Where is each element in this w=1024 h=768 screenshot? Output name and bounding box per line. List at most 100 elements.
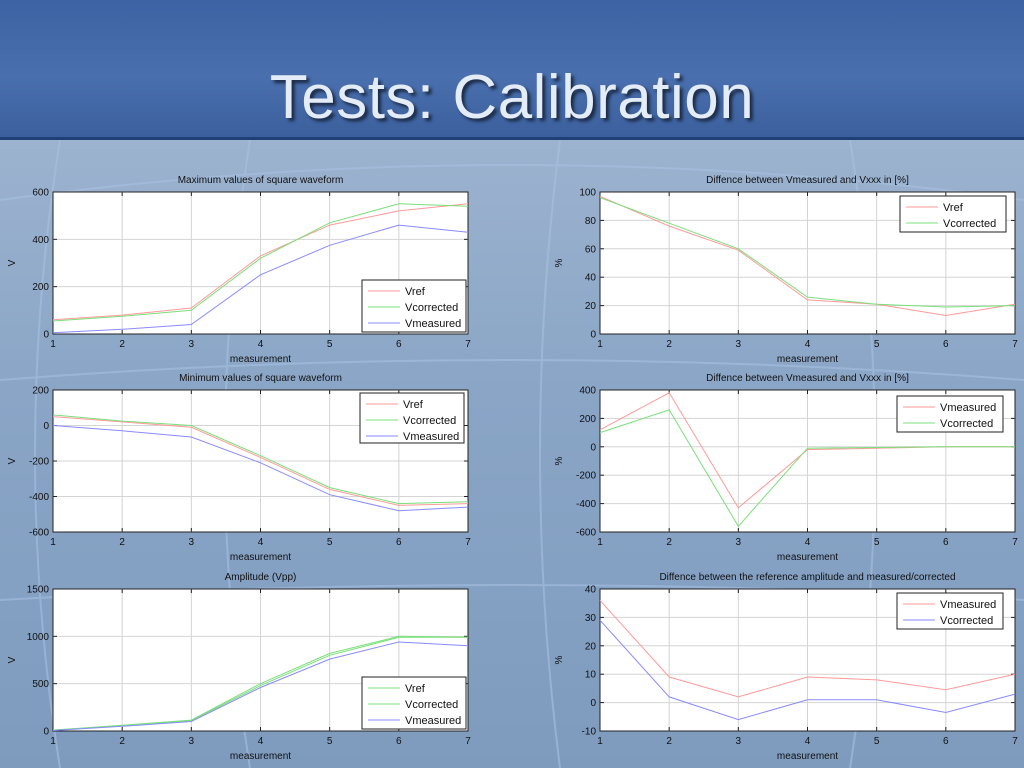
x-axis-label: measurement <box>230 751 291 762</box>
chart-3: 1 2 3 4 5 6 7 -600 -400 -200 0 200 Minimum values of… <box>7 373 471 563</box>
x-tick-label: 2 <box>119 736 125 747</box>
x-tick-label: 1 <box>597 736 603 747</box>
x-tick-label: 4 <box>258 537 264 548</box>
x-tick-label: 2 <box>666 339 672 350</box>
y-tick-label: 40 <box>585 585 597 596</box>
x-axis-label: measurement <box>777 552 838 563</box>
x-tick-label: 3 <box>189 339 195 350</box>
series-line-3 <box>52 224 469 334</box>
chart-1: 1 2 3 4 5 6 7 0 200 400 600 Maximum values of squar… <box>7 175 471 365</box>
x-tick-label: 5 <box>327 736 333 747</box>
legend-label: Vcorrected <box>405 699 458 711</box>
x-tick-label: 4 <box>805 736 811 747</box>
chart-2: 1 2 3 4 5 6 7 0 20 40 60 80 100 Diffence between Vmea… <box>554 175 1018 365</box>
legend-label: Vmeasured <box>940 402 996 414</box>
legend-label: Vmeasured <box>405 318 461 330</box>
x-tick-label: 1 <box>50 339 56 350</box>
y-axis-label: V <box>7 259 18 266</box>
x-tick-label: 7 <box>1012 736 1018 747</box>
x-axis-label: measurement <box>777 751 838 762</box>
legend-box <box>896 592 1004 630</box>
legend-label: Vcorrected <box>940 615 993 627</box>
y-axis-label: V <box>7 457 18 464</box>
legend-label: Vref <box>405 683 426 695</box>
y-tick-label: 200 <box>32 386 49 397</box>
legend: Vref Vcorrected Vmeasured <box>359 392 465 444</box>
chart-4: 1 2 3 4 5 6 7 -600 -400 -200 0 200 400 Diffence betwe… <box>554 373 1018 563</box>
y-tick-label: 0 <box>43 421 49 432</box>
y-tick-label: 0 <box>43 727 49 738</box>
series-line-3 <box>52 641 469 731</box>
legend-label: Vref <box>405 286 426 298</box>
y-tick-label: -400 <box>576 499 596 510</box>
legend-label: Vref <box>403 399 424 411</box>
legend-label: Vmeasured <box>940 599 996 611</box>
legend: Vmeasured Vcorrected <box>896 592 1004 630</box>
y-tick-label: 40 <box>585 273 597 284</box>
legend-label: Vcorrected <box>403 415 456 427</box>
y-tick-label: 60 <box>585 244 597 255</box>
x-tick-label: 6 <box>943 736 949 747</box>
chart-title: Amplitude (Vpp) <box>225 572 297 583</box>
x-tick-label: 7 <box>465 537 471 548</box>
y-tick-label: -400 <box>29 492 49 503</box>
slide-header: Tests: Calibration <box>0 0 1024 140</box>
chart-title: Diffence between the reference amplitude… <box>659 572 955 583</box>
x-axis-label: measurement <box>230 354 291 365</box>
y-tick-label: 1500 <box>27 585 50 596</box>
chart-title: Diffence between Vmeasured and Vxxx in [… <box>706 373 909 384</box>
series-line-2 <box>52 414 469 505</box>
legend-label: Vcorrected <box>405 302 458 314</box>
x-tick-label: 1 <box>597 537 603 548</box>
series-line-1 <box>52 416 469 506</box>
y-tick-label: -200 <box>576 471 596 482</box>
legend-box <box>896 395 1004 433</box>
y-tick-label: -600 <box>576 528 596 539</box>
legend-box <box>359 392 465 444</box>
chart-title: Diffence between Vmeasured and Vxxx in [… <box>706 175 909 186</box>
series-line-3 <box>52 425 469 512</box>
y-tick-label: 0 <box>590 442 596 453</box>
legend: Vref Vcorrected Vmeasured <box>361 676 467 730</box>
x-tick-label: 5 <box>874 537 880 548</box>
y-tick-label: 80 <box>585 216 597 227</box>
x-tick-label: 6 <box>943 537 949 548</box>
legend-label: Vmeasured <box>405 715 461 727</box>
series-line-1 <box>52 203 469 321</box>
chart-title: Maximum values of square waveform <box>178 175 344 186</box>
y-tick-label: 20 <box>585 301 597 312</box>
x-tick-label: 3 <box>189 537 195 548</box>
x-tick-label: 5 <box>874 339 880 350</box>
chart-6: 1 2 3 4 5 6 7 -10 0 10 20 30 40 Diffence between the … <box>554 572 1018 762</box>
x-tick-label: 6 <box>396 736 402 747</box>
y-tick-label: 100 <box>579 188 596 199</box>
y-tick-label: 400 <box>32 235 49 246</box>
x-tick-label: 5 <box>327 537 333 548</box>
y-tick-label: 0 <box>590 698 596 709</box>
y-tick-label: 0 <box>43 330 49 341</box>
y-axis-label: % <box>554 655 565 664</box>
y-tick-label: 200 <box>579 414 596 425</box>
series-line-2 <box>599 409 1015 528</box>
y-tick-label: 1000 <box>27 632 50 643</box>
chart-title: Minimum values of square waveform <box>179 373 342 384</box>
x-tick-label: 5 <box>327 339 333 350</box>
y-tick-label: 30 <box>585 613 597 624</box>
x-tick-label: 4 <box>258 736 264 747</box>
y-axis-label: % <box>554 258 565 267</box>
y-tick-label: 600 <box>32 188 49 199</box>
slide-title: Tests: Calibration <box>269 63 755 132</box>
x-tick-label: 2 <box>666 736 672 747</box>
x-axis-label: measurement <box>777 354 838 365</box>
series-line-1 <box>599 600 1016 698</box>
legend: Vmeasured Vcorrected <box>896 395 1004 433</box>
x-tick-label: 7 <box>465 339 471 350</box>
x-tick-label: 6 <box>396 339 402 350</box>
x-axis-label: measurement <box>230 552 291 563</box>
legend-box <box>899 195 1007 233</box>
y-tick-label: 200 <box>32 282 49 293</box>
y-tick-label: 20 <box>585 641 597 652</box>
y-tick-label: 400 <box>579 386 596 397</box>
y-tick-label: 0 <box>590 330 596 341</box>
